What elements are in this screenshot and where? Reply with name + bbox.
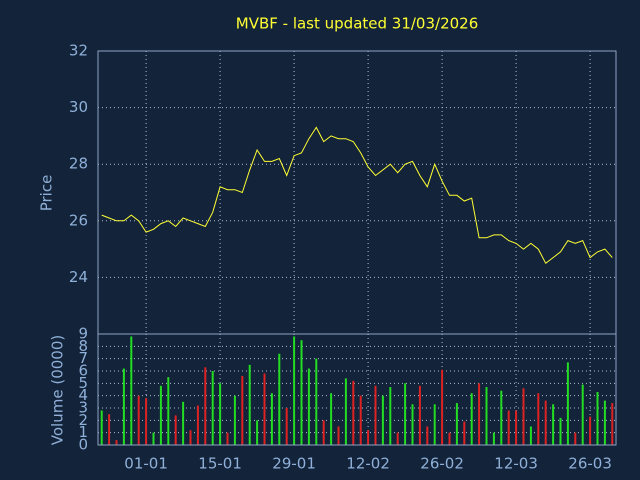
volume-bar — [211, 371, 214, 445]
volume-bar — [485, 387, 488, 445]
volume-bar — [241, 375, 244, 445]
volume-bar — [478, 383, 481, 445]
volume-bar — [248, 364, 251, 445]
volume-bar — [204, 367, 207, 445]
volume-bar — [603, 400, 606, 445]
y-tick-label: 24 — [69, 268, 88, 286]
x-tick-label: 01-01 — [124, 455, 168, 473]
volume-bar — [307, 368, 310, 445]
volume-bar — [404, 383, 407, 445]
price-line — [101, 126, 613, 265]
volume-bar — [174, 415, 177, 445]
volume-bar — [322, 420, 325, 445]
y-tick-label: 0 — [78, 436, 88, 454]
volume-bar — [285, 408, 288, 445]
y-tick-label: 30 — [69, 98, 88, 116]
volume-bar — [115, 440, 118, 445]
volume-bar — [470, 393, 473, 445]
volume-bar — [293, 336, 296, 445]
volume-bar — [270, 393, 273, 445]
y-axis-label: Price — [38, 175, 56, 212]
volume-bar — [418, 385, 421, 445]
y-tick-label: 4 — [78, 386, 88, 404]
volume-bar — [196, 405, 199, 445]
volume-bar — [515, 410, 518, 445]
volume-bar — [263, 373, 266, 445]
volume-bar — [337, 426, 340, 445]
y-tick-label: 1 — [78, 423, 88, 441]
y-axis-label: Volume (0000) — [49, 335, 67, 445]
volume-bar — [500, 390, 503, 445]
volume-bar — [448, 432, 451, 445]
volume-bar — [433, 404, 436, 445]
y-tick-label: 26 — [69, 211, 88, 229]
volume-bar — [278, 353, 281, 445]
volume-bar — [455, 403, 458, 445]
volume-bar — [100, 410, 103, 445]
y-tick-label: 7 — [78, 349, 88, 367]
volume-bar — [492, 432, 495, 445]
y-tick-label: 28 — [69, 155, 88, 173]
volume-bar — [537, 393, 540, 445]
volume-bar — [219, 383, 222, 445]
volume-bar — [152, 432, 155, 445]
volume-bar — [507, 410, 510, 445]
volume-bar — [441, 369, 444, 445]
volume-bar — [529, 426, 532, 445]
volume-bar — [426, 426, 429, 445]
y-tick-label: 3 — [78, 399, 88, 417]
volume-bar — [566, 362, 569, 445]
volume-bar — [330, 393, 333, 445]
volume-bar — [300, 340, 303, 445]
x-tick-label: 15-01 — [198, 455, 242, 473]
x-tick-label: 26-03 — [568, 455, 612, 473]
plot-frame — [97, 333, 617, 446]
volume-bar — [130, 336, 133, 445]
y-tick-label: 8 — [78, 337, 88, 355]
volume-bar — [233, 395, 236, 445]
volume-bar — [596, 391, 599, 445]
volume-bar — [463, 421, 466, 445]
volume-bar — [381, 395, 384, 445]
y-tick-label: 2 — [78, 411, 88, 429]
volume-bar — [108, 414, 111, 445]
x-tick-label: 29-01 — [272, 455, 316, 473]
volume-bar — [411, 404, 414, 445]
y-tick-label: 5 — [78, 374, 88, 392]
volume-bar — [552, 404, 555, 445]
volume-bar — [374, 385, 377, 445]
volume-bar — [352, 380, 355, 445]
volume-bar — [167, 377, 170, 445]
y-tick-label: 9 — [78, 325, 88, 343]
volume-bar — [389, 387, 392, 445]
volume-bar — [522, 388, 525, 445]
x-tick-label: 12-02 — [346, 455, 390, 473]
volume-bar — [396, 432, 399, 445]
volume-bar — [226, 432, 229, 445]
volume-bar — [315, 358, 318, 445]
volume-bar — [589, 416, 592, 445]
volume-bar — [344, 378, 347, 445]
x-tick-label: 26-02 — [420, 455, 464, 473]
volume-bar — [189, 430, 192, 445]
volume-bar — [256, 420, 259, 445]
volume-bar — [611, 403, 614, 445]
volume-bar — [182, 401, 185, 445]
volume-bar — [145, 398, 148, 445]
volume-bar — [367, 430, 370, 445]
volume-bar — [574, 432, 577, 445]
chart-title: MVBF - last updated 31/03/2026 — [236, 15, 479, 33]
volume-bar — [122, 368, 125, 445]
volume-bar — [581, 384, 584, 445]
volume-bar — [359, 395, 362, 445]
y-tick-label: 6 — [78, 362, 88, 380]
plot-frame — [97, 50, 617, 335]
x-tick-label: 12-03 — [494, 455, 538, 473]
volume-bar — [137, 395, 140, 445]
volume-bar — [159, 385, 162, 445]
y-tick-label: 32 — [69, 42, 88, 60]
volume-bar — [559, 417, 562, 445]
volume-bar — [544, 400, 547, 445]
